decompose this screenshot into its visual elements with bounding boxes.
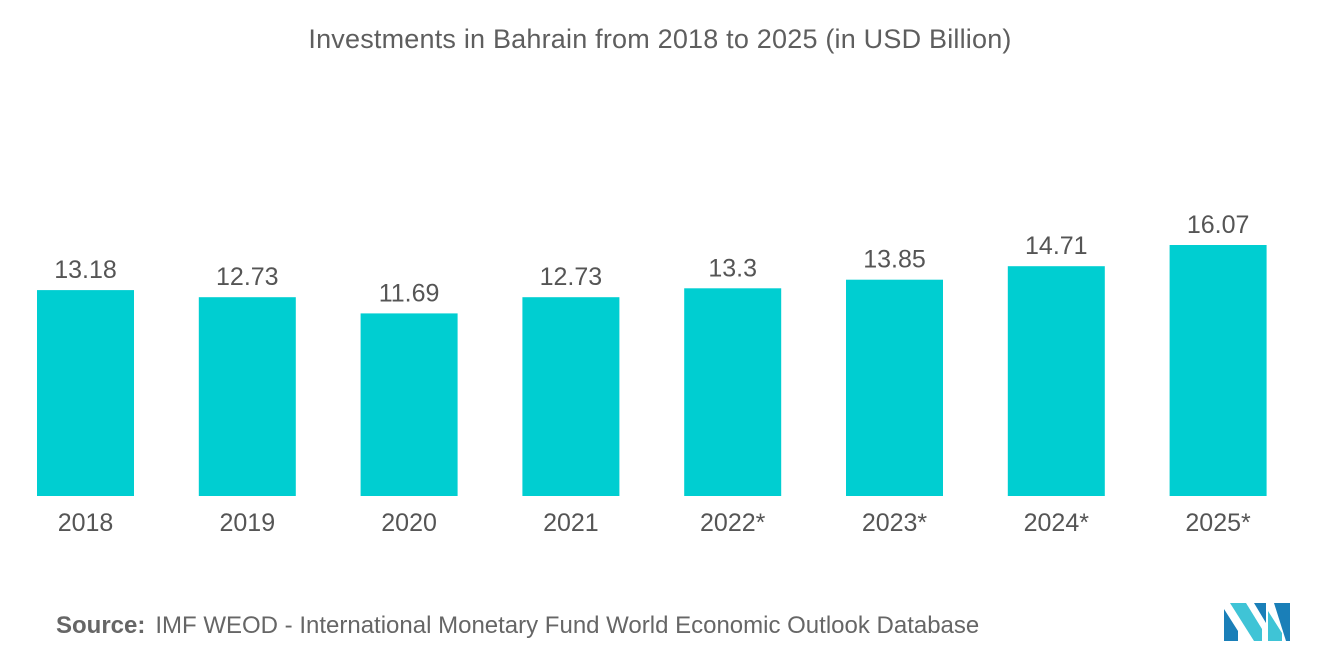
- category-tick-label: 2019: [219, 509, 275, 537]
- bar-2020: [360, 313, 458, 496]
- bar-2024-est: [1007, 266, 1105, 496]
- value-label: 11.69: [379, 279, 440, 307]
- value-label: 13.3: [708, 254, 757, 282]
- category-tick-label: 2021: [543, 509, 599, 537]
- value-label: 13.18: [54, 256, 117, 284]
- category-tick-label: 2022*: [700, 509, 766, 537]
- source-label: Source:: [56, 612, 146, 639]
- mordor-logo-icon: [1224, 603, 1290, 641]
- value-label: 14.71: [1025, 232, 1088, 260]
- value-label: 12.73: [216, 263, 279, 291]
- bar-2019: [198, 297, 296, 496]
- value-label: 12.73: [540, 263, 603, 291]
- category-tick-label: 2023*: [862, 509, 928, 537]
- category-tick-label: 2018: [58, 509, 114, 537]
- source-text: IMF WEOD - International Monetary Fund W…: [155, 612, 980, 639]
- source-footer: Source: IMF WEOD - International Monetary…: [56, 612, 979, 640]
- category-tick-label: 2024*: [1024, 509, 1090, 537]
- bar-2025-est: [1169, 245, 1267, 496]
- chart-title: Investments in Bahrain from 2018 to 2025…: [308, 24, 1012, 54]
- value-label: 13.85: [863, 246, 926, 274]
- category-tick-label: 2020: [381, 509, 437, 537]
- bar-2021: [522, 297, 620, 496]
- bar-2022-est: [684, 288, 782, 496]
- value-label: 16.07: [1187, 211, 1250, 239]
- bar-2018: [37, 290, 134, 496]
- bar-2023-est: [846, 279, 943, 496]
- category-tick-label: 2025*: [1185, 509, 1251, 537]
